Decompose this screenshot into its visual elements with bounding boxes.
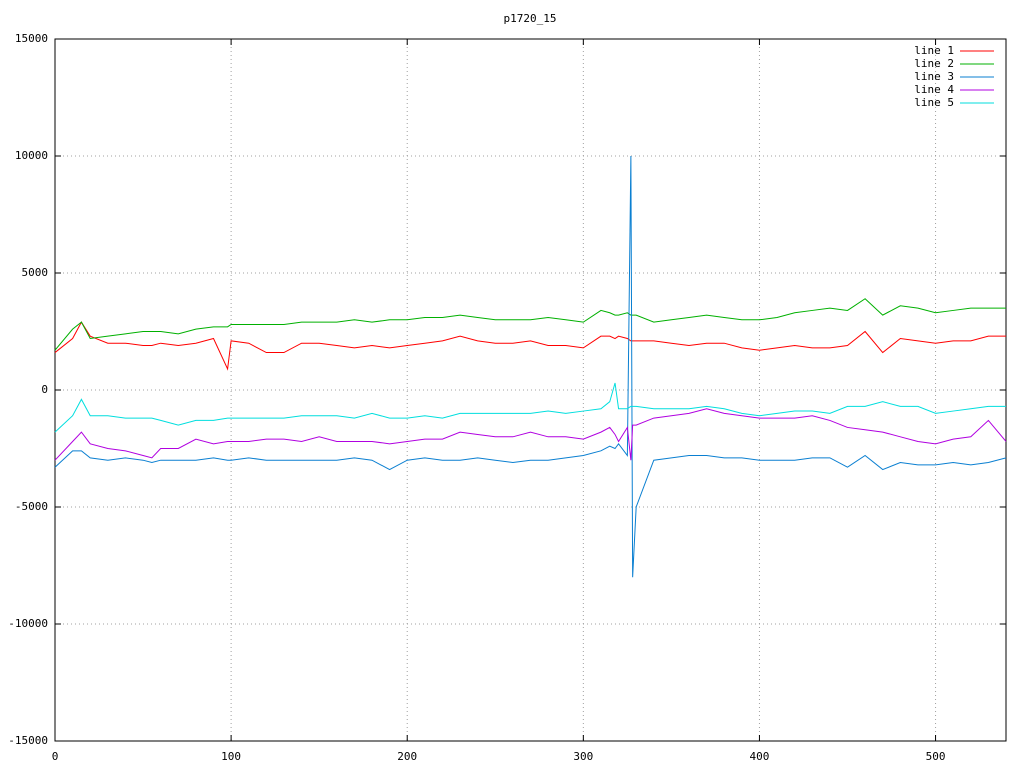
x-tick-label: 500 [926,750,946,763]
y-tick-label: 5000 [22,266,49,279]
x-tick-label: 100 [221,750,241,763]
y-tick-label: -10000 [8,617,48,630]
x-tick-label: 0 [52,750,59,763]
data-line [54,321,1006,371]
chart-title: p1720_15 [504,12,557,25]
data-line [54,382,1006,433]
legend-label: line 3 [914,70,954,83]
y-tick-label: 10000 [15,149,48,162]
data-line [54,298,1006,351]
data-line [54,155,1007,578]
legend-label: line 4 [914,83,954,96]
y-tick-label: 15000 [15,32,48,45]
x-tick-label: 200 [397,750,417,763]
x-tick-label: 300 [573,750,593,763]
legend-label: line 5 [914,96,954,109]
plot-border [54,38,1007,742]
legend-label: line 1 [914,44,954,57]
y-tick-label: -15000 [8,734,48,747]
y-tick-label: 0 [41,383,48,396]
y-tick-label: -5000 [15,500,48,513]
legend-label: line 2 [914,57,954,70]
data-line [54,408,1007,461]
x-tick-label: 400 [750,750,770,763]
